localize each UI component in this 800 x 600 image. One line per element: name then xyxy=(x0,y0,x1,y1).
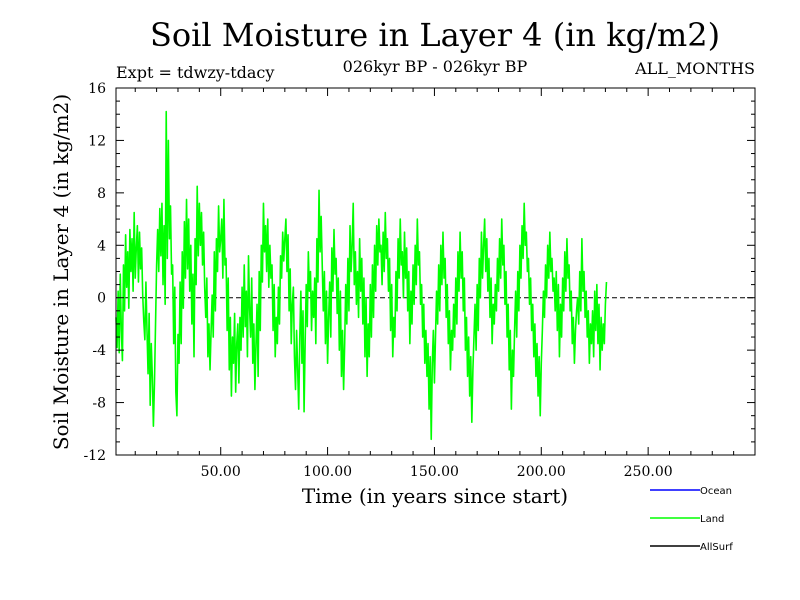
y-tick-label: -8 xyxy=(92,396,106,412)
x-tick-label: 250.00 xyxy=(624,464,673,480)
x-axis-label: Time (in years since start) xyxy=(302,484,568,508)
legend-label: AllSurf xyxy=(700,542,733,553)
chart-title: Soil Moisture in Layer 4 (in kg/m2) xyxy=(150,16,720,54)
experiment-label: Expt = tdwzy-tdacy xyxy=(116,63,274,82)
plot-frame xyxy=(115,87,756,456)
y-tick-label: 0 xyxy=(97,291,106,307)
y-tick-label: -12 xyxy=(83,448,106,464)
legend-item-land: Land xyxy=(650,514,724,525)
y-tick-label: 12 xyxy=(88,133,106,149)
plot-area: 16 12 8 4 0 -4 -8 -12 50.00 100.00 150.00 200.00 250… xyxy=(83,81,756,480)
y-tick-label: 8 xyxy=(97,186,106,202)
x-tick-label: 150.00 xyxy=(410,464,459,480)
series-line-land xyxy=(115,110,608,441)
x-tick-label: 50.00 xyxy=(201,464,241,480)
legend: Ocean Land AllSurf xyxy=(650,486,733,553)
y-axis-label: Soil Moisture in Layer 4 (in kg/m2) xyxy=(49,94,73,450)
legend-item-allsurf: AllSurf xyxy=(650,542,733,553)
legend-item-ocean: Ocean xyxy=(650,486,732,497)
x-tick-label: 100.00 xyxy=(303,464,352,480)
legend-label: Land xyxy=(700,514,724,525)
period-label: 026kyr BP - 026kyr BP xyxy=(343,57,528,76)
y-tick-label: 4 xyxy=(97,238,106,254)
y-tick-label: 16 xyxy=(88,81,106,97)
legend-label: Ocean xyxy=(700,486,732,497)
y-tick-label: -4 xyxy=(92,343,106,359)
season-label: ALL_MONTHS xyxy=(634,59,755,78)
x-tick-label: 200.00 xyxy=(517,464,566,480)
